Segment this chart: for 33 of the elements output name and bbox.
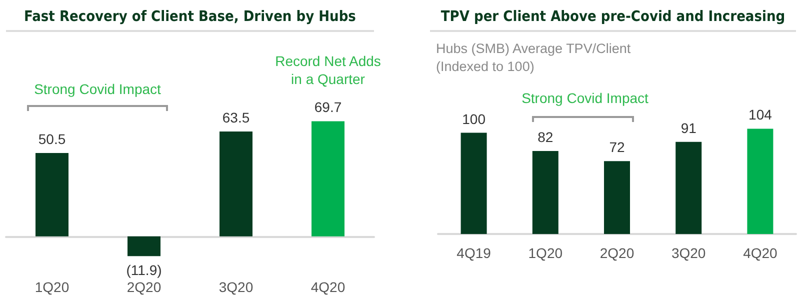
data-label: 91: [680, 120, 697, 136]
data-label: (11.9): [126, 262, 162, 278]
chart-title: TPV per Client Above pre-Covid and Increasing: [430, 4, 796, 32]
data-label: 82: [538, 129, 554, 146]
text: Strong Covid Impact: [33, 80, 162, 98]
chart-subtitle: Hubs (SMB) Average TPV/Client (Indexed to 100): [436, 40, 632, 76]
bar: [676, 142, 702, 234]
x-tick-label: 4Q20: [310, 279, 346, 295]
data-label: 100: [462, 110, 486, 127]
bar: [532, 151, 558, 234]
text: Record Net Adds in a Quarter: [274, 52, 382, 88]
bar: [312, 121, 344, 236]
bar: [36, 152, 68, 236]
x-tick-label: 3Q20: [671, 245, 706, 261]
data-label: 104: [748, 106, 772, 123]
x-tick-label: 1Q20: [34, 279, 70, 295]
text: Strong Covid Impact: [520, 89, 650, 107]
x-tick-label: 2Q20: [600, 245, 634, 261]
data-label: 72: [609, 139, 625, 156]
x-tick-label: 1Q20: [528, 245, 563, 261]
bar: [460, 132, 487, 234]
data-label: 50.5: [38, 130, 66, 147]
x-tick-label: 2Q20: [126, 279, 162, 295]
bar: [604, 161, 630, 234]
data-label: 69.7: [314, 99, 342, 116]
x-tick-label: 3Q20: [218, 279, 254, 295]
chart-title: Fast Recovery of Client Base, Driven by Hubs: [6, 4, 374, 32]
data-label: 63.5: [222, 109, 250, 126]
bar: [747, 128, 774, 234]
bar: [128, 236, 160, 256]
x-tick-label: 4Q19: [456, 245, 492, 261]
x-tick-label: 4Q20: [743, 245, 778, 261]
bar: [220, 131, 252, 236]
